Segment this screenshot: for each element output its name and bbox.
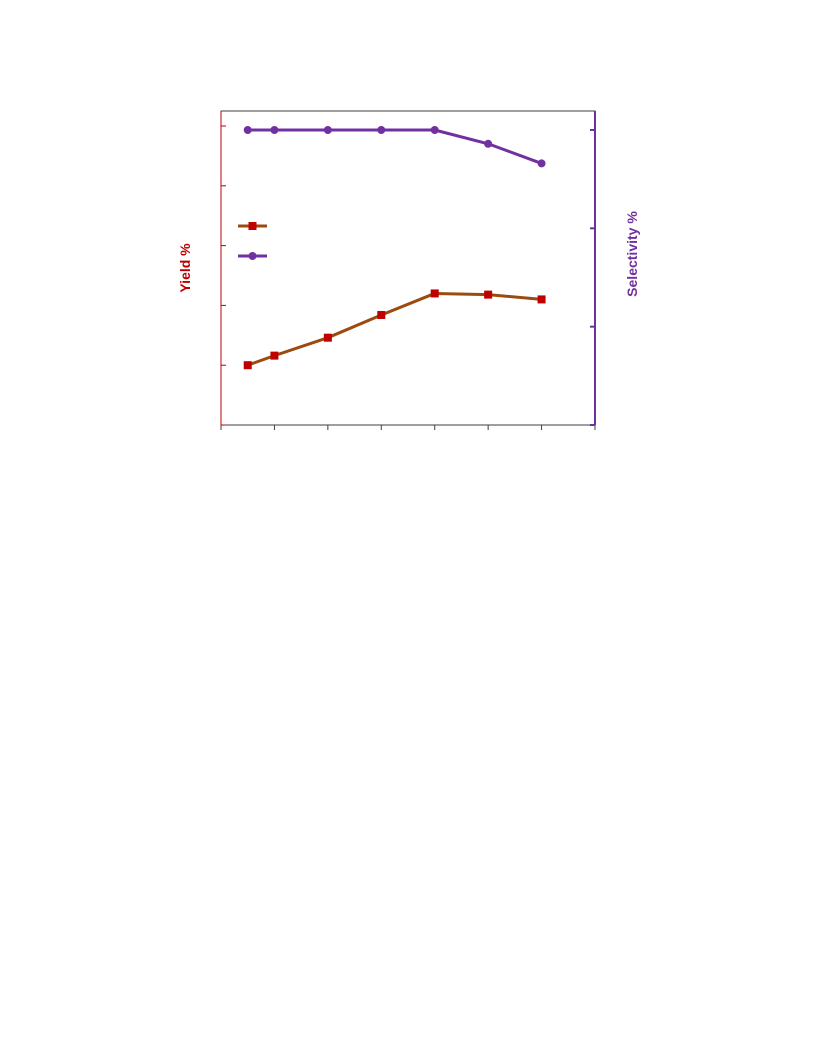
series-1-line bbox=[247, 128, 543, 165]
series-0-point-6 bbox=[537, 295, 546, 304]
series-1-point-2 bbox=[323, 126, 332, 134]
series-layer bbox=[243, 126, 546, 370]
series-1-point-5 bbox=[484, 139, 493, 148]
series-0-point-2 bbox=[323, 333, 332, 342]
series-0-point-3 bbox=[377, 310, 386, 319]
legend bbox=[238, 222, 267, 260]
series-0-point-1 bbox=[270, 351, 279, 360]
series-1-point-6 bbox=[537, 159, 546, 168]
left-axis-title: Yield % bbox=[177, 243, 193, 293]
plot-area-frame bbox=[220, 110, 596, 426]
legend-marker-1 bbox=[248, 252, 257, 260]
legend-marker-0 bbox=[248, 222, 257, 230]
series-1-point-3 bbox=[377, 126, 386, 134]
series-0-point-4 bbox=[430, 289, 439, 298]
series-0-line bbox=[247, 291, 542, 367]
series-0-point-0 bbox=[243, 361, 252, 370]
series-1-point-0 bbox=[243, 126, 252, 134]
series-1-point-1 bbox=[270, 126, 279, 134]
series-0-point-5 bbox=[484, 290, 493, 299]
series-1-point-4 bbox=[430, 126, 439, 134]
axis-ticks bbox=[220, 125, 596, 430]
right-axis-title: Selectivity % bbox=[624, 211, 640, 297]
